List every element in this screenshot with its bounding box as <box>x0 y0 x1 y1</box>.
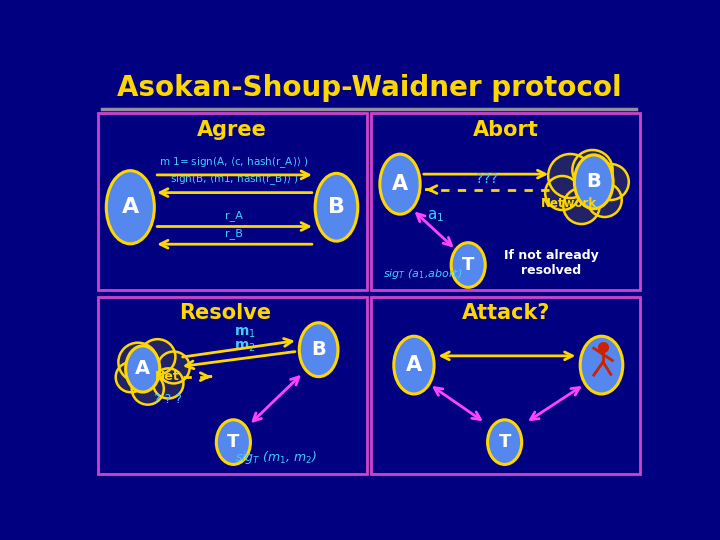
Text: A: A <box>122 197 139 217</box>
Ellipse shape <box>580 336 623 394</box>
Text: A: A <box>135 360 150 379</box>
Text: B: B <box>328 197 345 217</box>
Circle shape <box>545 176 580 210</box>
Text: ? ? ?: ? ? ? <box>153 393 181 406</box>
Circle shape <box>153 368 184 399</box>
Ellipse shape <box>300 323 338 377</box>
Circle shape <box>116 362 146 392</box>
Text: m$_1$: m$_1$ <box>234 326 256 340</box>
Text: B: B <box>311 340 326 359</box>
Text: T: T <box>228 433 240 451</box>
Text: T: T <box>462 256 474 274</box>
Text: r_A: r_A <box>225 210 243 221</box>
Text: a$_1$: a$_1$ <box>427 208 444 224</box>
Circle shape <box>118 343 158 382</box>
Text: m$_2$: m$_2$ <box>234 340 256 354</box>
Circle shape <box>593 164 629 200</box>
FancyBboxPatch shape <box>372 113 640 291</box>
Ellipse shape <box>575 155 613 209</box>
Circle shape <box>588 183 622 217</box>
Text: m 1= sign(A, $\langle$c, hash(r_A)$\rangle$ ): m 1= sign(A, $\langle$c, hash(r_A)$\rang… <box>159 154 309 170</box>
Text: Asokan-Shoup-Waidner protocol: Asokan-Shoup-Waidner protocol <box>117 74 621 102</box>
Text: B: B <box>586 172 601 191</box>
Ellipse shape <box>487 420 522 464</box>
FancyBboxPatch shape <box>372 298 640 475</box>
Text: $sig_T$ (a$_1$,abort): $sig_T$ (a$_1$,abort) <box>383 267 462 281</box>
Circle shape <box>158 352 189 383</box>
Text: r_B: r_B <box>225 228 243 239</box>
Ellipse shape <box>451 242 485 287</box>
Circle shape <box>548 154 593 198</box>
FancyBboxPatch shape <box>98 298 366 475</box>
Text: Net: Net <box>155 370 180 383</box>
Text: T: T <box>498 433 510 451</box>
Ellipse shape <box>380 154 420 214</box>
FancyBboxPatch shape <box>98 113 366 291</box>
Text: Abort: Abort <box>473 120 539 140</box>
Text: ???: ??? <box>476 172 498 186</box>
Text: Attack?: Attack? <box>462 303 550 323</box>
Ellipse shape <box>394 336 434 394</box>
Text: $sig_T$ (m$_1$, m$_2$): $sig_T$ (m$_1$, m$_2$) <box>235 449 318 466</box>
Circle shape <box>140 339 176 375</box>
Ellipse shape <box>315 173 358 241</box>
Circle shape <box>563 188 600 224</box>
Text: sign(B, $\langle$m1, hash(r_B)$\rangle$ ): sign(B, $\langle$m1, hash(r_B)$\rangle$ … <box>170 172 299 187</box>
Text: A: A <box>406 355 422 375</box>
Text: Resolve: Resolve <box>179 303 271 323</box>
Circle shape <box>132 373 164 404</box>
Ellipse shape <box>107 171 154 244</box>
Ellipse shape <box>126 346 160 392</box>
Ellipse shape <box>216 420 251 464</box>
Text: Agree: Agree <box>197 120 267 140</box>
Text: A: A <box>392 174 408 194</box>
Text: Network: Network <box>541 197 597 210</box>
Text: If not already
resolved: If not already resolved <box>504 249 598 278</box>
Circle shape <box>572 150 613 190</box>
